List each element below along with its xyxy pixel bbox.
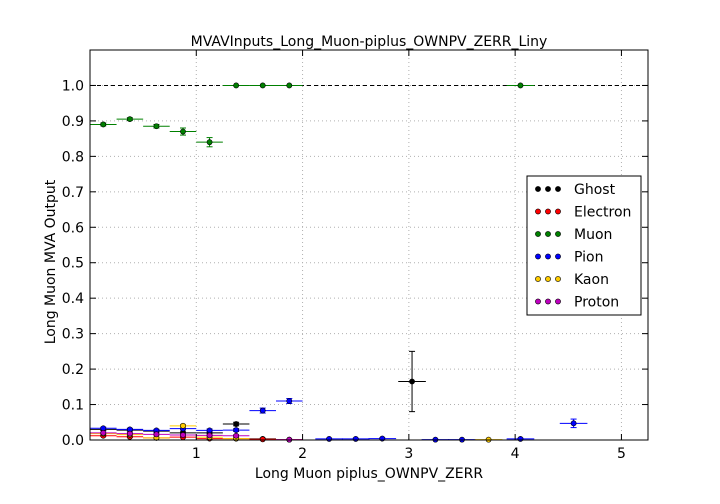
y-tick-label: 0.1 bbox=[62, 398, 84, 414]
legend-label-muon: Muon bbox=[574, 227, 612, 243]
muon-point bbox=[100, 121, 107, 128]
y-tick-label: 1.0 bbox=[62, 78, 84, 94]
proton-point bbox=[180, 432, 186, 438]
legend-marker-kaon bbox=[555, 276, 561, 282]
legend-label-proton: Proton bbox=[574, 295, 619, 311]
y-tick-label: 0.9 bbox=[62, 114, 84, 130]
axis-ticks: 1 2 3 4 5 0.0 0.1 0.2 0.3 0.4 0.5 0.6 0.7 0.8 0.9 1.0 bbox=[62, 50, 648, 462]
muon-point bbox=[153, 123, 160, 130]
proton-point bbox=[206, 432, 213, 439]
legend-marker-ghost bbox=[555, 186, 561, 192]
legend-label-kaon: Kaon bbox=[574, 272, 609, 288]
kaon-point bbox=[180, 422, 186, 429]
proton-point bbox=[153, 431, 160, 438]
x-tick-label: 5 bbox=[617, 446, 626, 462]
proton-point bbox=[100, 430, 107, 436]
pion-point bbox=[517, 436, 524, 442]
legend-marker-muon bbox=[545, 231, 551, 237]
y-tick-label: 0.0 bbox=[62, 433, 84, 449]
legend-box bbox=[526, 175, 642, 316]
legend-marker-pion bbox=[555, 253, 561, 260]
legend-marker-pion bbox=[535, 253, 541, 260]
muon-point bbox=[286, 82, 293, 89]
series-muon bbox=[90, 82, 535, 148]
y-tick-label: 0.8 bbox=[62, 149, 84, 165]
ghost-point bbox=[409, 378, 415, 385]
legend-label-ghost: Ghost bbox=[574, 182, 616, 198]
proton-point bbox=[126, 430, 133, 437]
y-tick-label: 0.2 bbox=[62, 362, 84, 378]
pion-point bbox=[233, 427, 240, 433]
legend-marker-ghost bbox=[535, 186, 541, 192]
x-tick-label: 2 bbox=[298, 446, 307, 462]
legend-marker-kaon bbox=[535, 276, 541, 282]
ghost-point bbox=[233, 421, 240, 427]
x-tick-label: 1 bbox=[192, 446, 201, 462]
y-tick-label: 0.6 bbox=[62, 220, 84, 236]
x-tick-label: 3 bbox=[404, 446, 413, 462]
pion-point bbox=[286, 398, 293, 404]
electron-point bbox=[259, 436, 266, 443]
x-axis-label: Long Muon piplus_OWNPV_ZERR bbox=[255, 466, 483, 482]
pion-point bbox=[326, 436, 333, 442]
y-tick-label: 0.7 bbox=[62, 185, 84, 201]
legend-marker-electron bbox=[535, 208, 541, 215]
y-tick-label: 0.4 bbox=[62, 291, 84, 307]
proton-point bbox=[233, 432, 240, 439]
legend-marker-kaon bbox=[545, 276, 551, 282]
plot-frame bbox=[89, 49, 649, 441]
pion-point bbox=[259, 407, 266, 414]
x-tick-label: 4 bbox=[511, 446, 520, 462]
muon-point bbox=[180, 128, 186, 135]
legend-label-pion: Pion bbox=[574, 250, 603, 266]
muon-point bbox=[259, 82, 266, 89]
chart-title: MVAVInputs_Long_Muon-piplus_OWNPV_ZERR_L… bbox=[191, 34, 548, 50]
y-tick-label: 0.3 bbox=[62, 327, 84, 343]
muon-point bbox=[517, 82, 524, 89]
legend-marker-muon bbox=[535, 231, 541, 237]
muon-point bbox=[233, 82, 240, 89]
legend-marker-electron bbox=[555, 208, 561, 215]
muon-point bbox=[206, 139, 213, 146]
legend-marker-ghost bbox=[545, 186, 551, 192]
pion-point bbox=[570, 420, 577, 427]
legend-label-electron: Electron bbox=[574, 205, 631, 221]
legend-marker-muon bbox=[555, 231, 561, 237]
pion-point bbox=[206, 427, 213, 434]
muon-point bbox=[126, 116, 133, 123]
legend-marker-proton bbox=[555, 298, 561, 305]
legend-marker-proton bbox=[545, 298, 551, 305]
legend: Ghost Electron Muon Pion Kaon Proton bbox=[526, 175, 642, 316]
pion-point bbox=[352, 436, 359, 442]
y-axis-label: Long Muon MVA Output bbox=[43, 179, 59, 344]
legend-marker-proton bbox=[535, 298, 541, 305]
legend-marker-pion bbox=[545, 253, 551, 260]
y-tick-label: 0.5 bbox=[62, 256, 84, 272]
legend-marker-electron bbox=[545, 208, 551, 215]
